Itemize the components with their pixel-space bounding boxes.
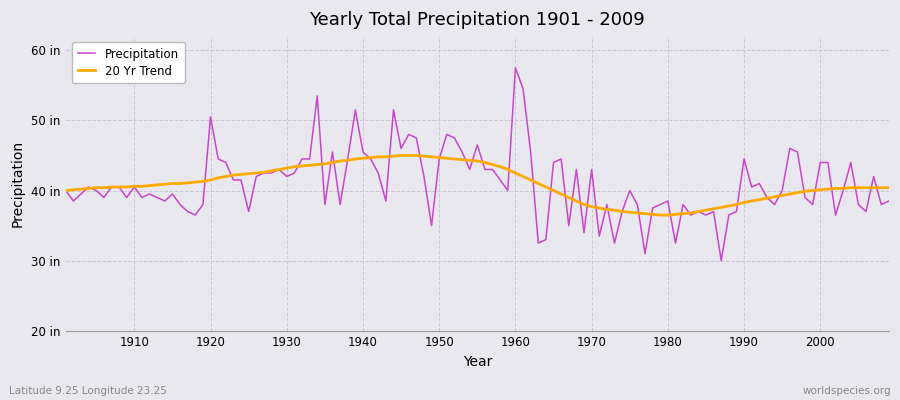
20 Yr Trend: [655, 213, 666, 218]
20 Yr Trend: [518, 174, 528, 179]
Precipitation: [289, 170, 300, 175]
20 Yr Trend: [289, 164, 300, 169]
20 Yr Trend: [335, 159, 346, 164]
Precipitation: [60, 188, 71, 193]
20 Yr Trend: [510, 170, 521, 175]
Precipitation: [609, 241, 620, 246]
Precipitation: [716, 258, 726, 263]
20 Yr Trend: [60, 188, 71, 193]
Line: 20 Yr Trend: 20 Yr Trend: [66, 156, 889, 215]
Precipitation: [122, 195, 132, 200]
20 Yr Trend: [122, 185, 132, 190]
20 Yr Trend: [609, 208, 620, 212]
20 Yr Trend: [396, 153, 407, 158]
Y-axis label: Precipitation: Precipitation: [11, 140, 25, 227]
Legend: Precipitation, 20 Yr Trend: Precipitation, 20 Yr Trend: [72, 42, 184, 84]
Precipitation: [335, 202, 346, 207]
20 Yr Trend: [884, 185, 895, 190]
X-axis label: Year: Year: [463, 355, 492, 369]
Precipitation: [502, 188, 513, 193]
Text: Latitude 9.25 Longitude 23.25: Latitude 9.25 Longitude 23.25: [9, 386, 166, 396]
Line: Precipitation: Precipitation: [66, 68, 889, 261]
Precipitation: [518, 86, 528, 91]
Precipitation: [884, 199, 895, 204]
Text: worldspecies.org: worldspecies.org: [803, 386, 891, 396]
Title: Yearly Total Precipitation 1901 - 2009: Yearly Total Precipitation 1901 - 2009: [310, 11, 645, 29]
Precipitation: [510, 65, 521, 70]
